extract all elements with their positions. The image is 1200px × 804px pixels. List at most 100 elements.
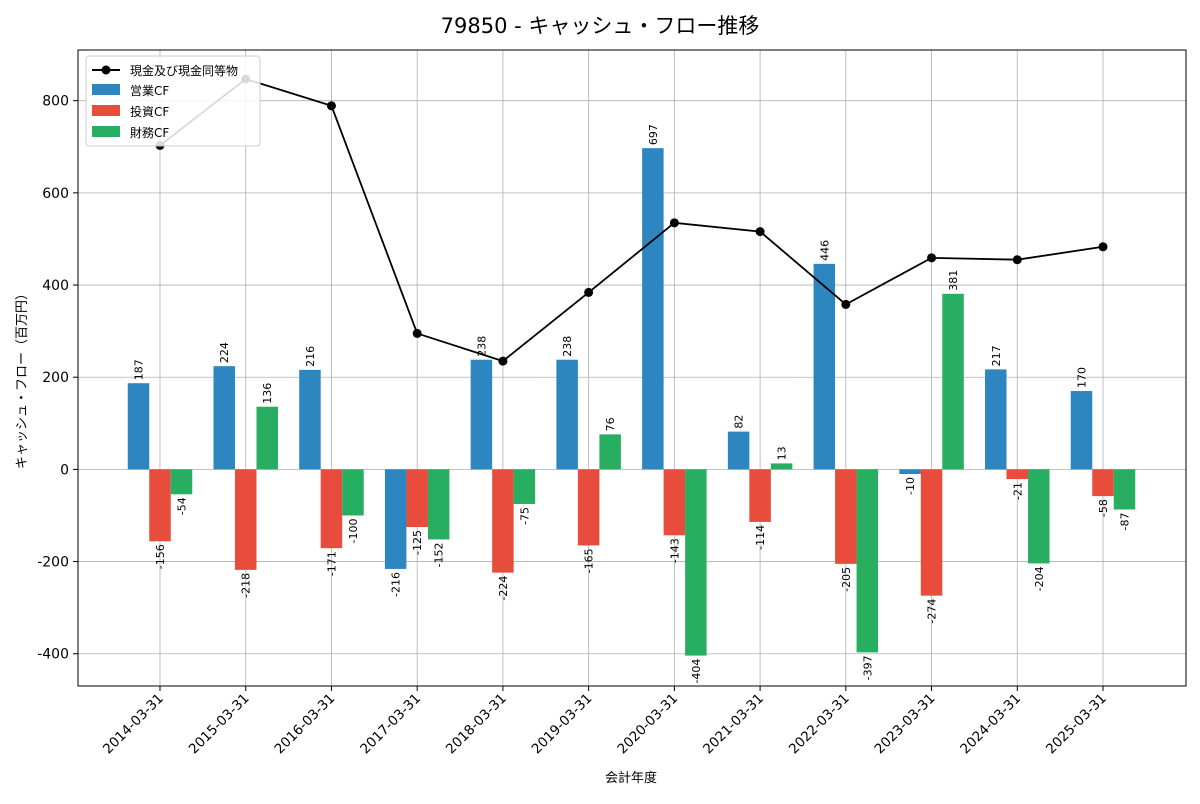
bar-data-label: 136 — [261, 383, 274, 404]
bar-operating — [384, 469, 407, 569]
bar-investing — [920, 469, 943, 596]
bar-investing — [320, 469, 343, 549]
bar-data-label: -156 — [154, 544, 167, 569]
cash-point — [1012, 255, 1022, 265]
y-tick-label: -400 — [37, 647, 69, 663]
bar-financing — [170, 469, 193, 495]
bar-data-label: -100 — [347, 518, 360, 543]
bar-data-label: 217 — [990, 345, 1003, 366]
bar-investing — [149, 469, 171, 542]
bar-investing — [663, 469, 686, 536]
cash-point — [584, 287, 594, 297]
y-tick-label: -200 — [37, 555, 69, 571]
x-tick-label: 2015-03-31 — [186, 691, 253, 758]
bar-financing — [256, 406, 278, 470]
bar-operating — [127, 383, 150, 470]
legend-label-cash: 現金及び現金同等物 — [130, 63, 238, 78]
cash-line — [159, 78, 1104, 363]
bar-financing — [942, 293, 964, 470]
x-tick-label: 2016-03-31 — [271, 691, 338, 758]
legend: 現金及び現金同等物 営業CF 投資CF 財務CF — [85, 55, 261, 147]
legend-box — [85, 55, 261, 147]
x-tick-label: 2014-03-31 — [100, 691, 167, 758]
bar-financing — [427, 469, 450, 540]
bar-investing — [234, 469, 257, 570]
bar-investing — [492, 469, 514, 573]
cash-point — [755, 227, 765, 237]
bar-data-label: -143 — [668, 538, 681, 563]
bar-data-label: 224 — [218, 342, 231, 363]
bar-data-label: -54 — [176, 497, 189, 515]
legend-swatch-investing — [92, 105, 120, 116]
bar-financing — [513, 469, 536, 504]
bar-financing — [342, 469, 364, 516]
cash-point — [1098, 242, 1108, 252]
y-tick-label: 0 — [60, 462, 69, 478]
cash-point — [669, 218, 679, 228]
bar-data-label: -125 — [411, 530, 424, 555]
cash-point — [412, 328, 422, 338]
bar-operating — [727, 431, 750, 470]
bar-data-label: 446 — [818, 240, 831, 261]
bar-operating — [1070, 391, 1093, 470]
bar-data-label: 697 — [647, 124, 660, 145]
x-tick-label: 2017-03-31 — [357, 691, 424, 758]
cash-point — [841, 299, 851, 309]
cash-point — [498, 356, 508, 366]
legend-swatch-operating — [92, 84, 120, 95]
bar-investing — [577, 469, 600, 546]
grid-layer — [78, 50, 1186, 686]
bar-data-label: -114 — [754, 525, 767, 550]
x-axis-label: 会計年度 — [605, 770, 657, 786]
x-tick-label: 2019-03-31 — [529, 691, 596, 758]
bar-financing — [599, 434, 621, 470]
bar-data-label: -58 — [1097, 499, 1110, 517]
bar-financing — [685, 469, 707, 656]
legend-label-investing: 投資CF — [130, 104, 169, 119]
bar-data-label: -171 — [325, 551, 338, 576]
legend-label-financing: 財務CF — [130, 125, 169, 140]
bar-data-label: -397 — [861, 655, 874, 680]
bar-financing — [1113, 469, 1136, 510]
bar-data-label: -204 — [1033, 566, 1046, 591]
y-tick-label: 800 — [42, 94, 69, 110]
legend-label-operating: 営業CF — [130, 84, 169, 98]
bar-data-label: 238 — [475, 336, 488, 357]
cash-point — [927, 253, 937, 263]
bar-data-label: -205 — [840, 567, 853, 592]
x-tick-label: 2018-03-31 — [443, 691, 510, 758]
y-tick-label: 600 — [42, 186, 69, 202]
bar-data-label: -274 — [926, 599, 939, 624]
bar-financing — [770, 463, 793, 470]
x-tick-label: 2021-03-31 — [700, 691, 767, 758]
x-tick-label: 2025-03-31 — [1043, 691, 1110, 758]
bar-data-label: -10 — [904, 477, 917, 495]
bar-data-label: -87 — [1119, 512, 1132, 530]
bar-operating — [813, 263, 836, 470]
y-tick-label: 200 — [42, 370, 69, 386]
bar-data-label: 238 — [561, 336, 574, 357]
x-tick-label: 2023-03-31 — [872, 691, 939, 758]
bar-operating — [985, 369, 1007, 470]
bar-operating — [470, 359, 493, 470]
bar-investing — [1092, 469, 1114, 497]
bar-financing — [856, 469, 879, 653]
bar-data-label: -152 — [433, 542, 446, 567]
bar-data-label: -165 — [583, 548, 596, 573]
bar-data-label: -404 — [690, 659, 703, 684]
bar-data-label: -21 — [1011, 482, 1024, 500]
x-tick-label: 2024-03-31 — [957, 691, 1024, 758]
bar-financing — [1028, 469, 1050, 564]
bar-data-label: -75 — [518, 507, 531, 525]
bar-data-label: 381 — [947, 270, 960, 291]
legend-line-marker — [101, 65, 111, 75]
bar-data-label: 170 — [1076, 367, 1089, 388]
bar-operating — [556, 359, 578, 470]
bar-operating — [213, 366, 235, 470]
bar-data-label: 216 — [304, 346, 317, 367]
bar-data-label: 187 — [133, 359, 146, 380]
plot-frame — [77, 49, 1187, 687]
bar-operating — [642, 148, 664, 470]
bar-operating — [299, 369, 321, 470]
